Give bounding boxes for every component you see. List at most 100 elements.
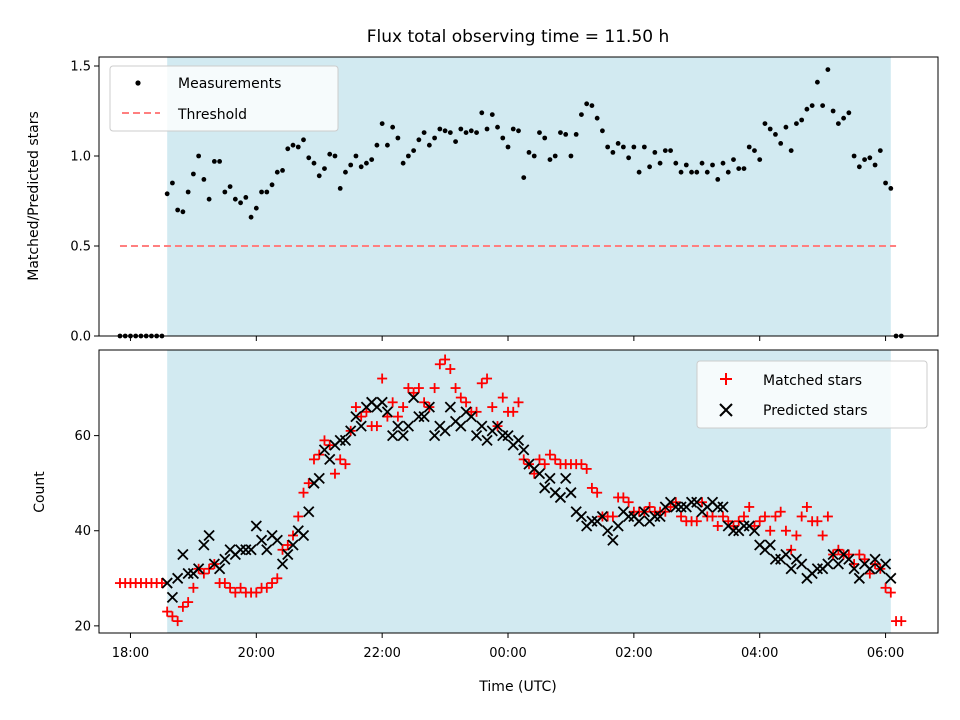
matched-star-point — [298, 487, 309, 498]
predicted-star-point — [261, 544, 273, 556]
predicted-star-point — [796, 558, 808, 570]
matched-star-point — [219, 578, 230, 589]
predicted-star-point — [282, 548, 294, 561]
predicted-star-mark-b — [539, 482, 551, 494]
x-tick-label: 02:00 — [615, 646, 652, 661]
predicted-star-point — [596, 510, 609, 523]
measurement-point — [489, 112, 495, 117]
predicted-star-mark-b — [208, 558, 220, 570]
predicted-star-mark-b — [633, 515, 645, 527]
bottom-y-axis-label: Count — [32, 471, 48, 513]
predicted-star-point — [465, 410, 477, 423]
measurement-point — [426, 142, 432, 148]
measurement-point — [542, 135, 548, 141]
predicted-star-point — [444, 401, 456, 413]
predicted-star-mark-b — [271, 534, 283, 546]
measurement-point — [579, 112, 584, 117]
predicted-star-mark-b — [470, 429, 483, 442]
measurement-point — [400, 160, 406, 166]
predicted-star-point — [748, 525, 761, 537]
predicted-star-mark-b — [722, 520, 734, 532]
predicted-star-point — [869, 553, 881, 565]
measurement-point — [468, 128, 474, 134]
predicted-star-point — [255, 534, 268, 546]
measurement-point — [463, 130, 469, 136]
measurement-point — [358, 164, 364, 170]
predicted-star-mark-b — [313, 472, 325, 485]
measurement-point — [259, 189, 264, 195]
measurement-point — [584, 101, 590, 107]
matched-star-point — [864, 568, 875, 579]
measurement-point — [280, 168, 285, 173]
predicted-star-mark-b — [449, 415, 462, 427]
matched-star-point — [670, 497, 681, 508]
predicted-star-mark-b — [811, 563, 824, 575]
predicted-star-mark-b — [837, 548, 850, 561]
measurement-point — [573, 132, 579, 137]
predicted-star-mark-b — [596, 510, 609, 523]
matched-star-point — [723, 516, 734, 527]
predicted-star-point — [607, 534, 619, 546]
matched-star-point — [801, 501, 812, 512]
predicted-star-point — [240, 544, 252, 556]
predicted-star-mark-b — [638, 506, 650, 518]
matched-star-point — [854, 549, 865, 560]
measurement-point — [248, 214, 254, 220]
predicted-star-mark-b — [664, 496, 677, 508]
matched-star-point — [204, 563, 215, 574]
predicted-star-mark-b — [292, 525, 304, 537]
matched-star-point — [429, 383, 440, 394]
x-tick-label: 20:00 — [238, 646, 275, 661]
predicted-star-point — [381, 406, 394, 418]
measurement-point — [846, 110, 852, 116]
matched-star-point — [796, 511, 807, 522]
predicted-star-mark-b — [177, 548, 189, 561]
predicted-star-point — [712, 501, 724, 513]
measurement-point — [841, 115, 847, 121]
measurement-point — [505, 144, 511, 150]
x-tick-label: 18:00 — [112, 646, 149, 661]
predicted-legend-marker — [719, 403, 733, 417]
matched-star-point — [623, 497, 634, 508]
matched-stars-points — [114, 354, 907, 627]
predicted-star-mark-b — [518, 444, 530, 456]
matched-star-point — [183, 597, 194, 608]
bottom-x-ticks: 18:00 20:00 22:00 00:00 02:00 04:00 06:00 — [112, 633, 904, 661]
predicted-star-mark-b — [213, 563, 226, 575]
measurement-point — [788, 148, 794, 154]
measurement-point — [720, 160, 726, 166]
measurement-point — [773, 132, 778, 137]
measurement-point — [421, 130, 427, 136]
measurement-point — [369, 157, 375, 163]
measurement-point — [411, 148, 417, 154]
predicted-star-mark-b — [533, 468, 546, 480]
predicted-star-point — [491, 420, 504, 432]
measurements-legend-marker — [135, 80, 141, 86]
predicted-star-mark-b — [743, 520, 755, 532]
predicted-star-point — [297, 529, 310, 542]
matched-star-point — [707, 511, 718, 522]
predicted-star-point — [554, 491, 567, 504]
predicted-star-point — [879, 558, 892, 570]
matched-star-point — [277, 544, 288, 555]
matched-star-point — [550, 454, 561, 465]
threshold-legend-label: Threshold — [177, 107, 247, 123]
measurement-point — [715, 177, 721, 182]
matched-star-point — [335, 454, 346, 465]
top-y-axis-label: Matched/Predicted stars — [26, 111, 42, 281]
predicted-star-mark-b — [617, 506, 630, 518]
predicted-star-point — [334, 434, 346, 447]
predicted-star-point — [822, 558, 834, 570]
predicted-star-mark-b — [843, 553, 855, 565]
predicted-star-point — [533, 468, 546, 480]
predicted-star-point — [764, 539, 776, 551]
measurement-point — [752, 148, 757, 154]
matched-star-point — [497, 392, 508, 403]
predicted-star-mark-b — [549, 487, 561, 499]
predicted-star-mark-b — [785, 563, 797, 575]
measurement-point — [253, 205, 259, 211]
matched-star-point — [340, 459, 351, 470]
measurement-point — [610, 150, 616, 155]
matched-star-point — [529, 468, 540, 479]
predicted-star-point — [476, 420, 488, 432]
